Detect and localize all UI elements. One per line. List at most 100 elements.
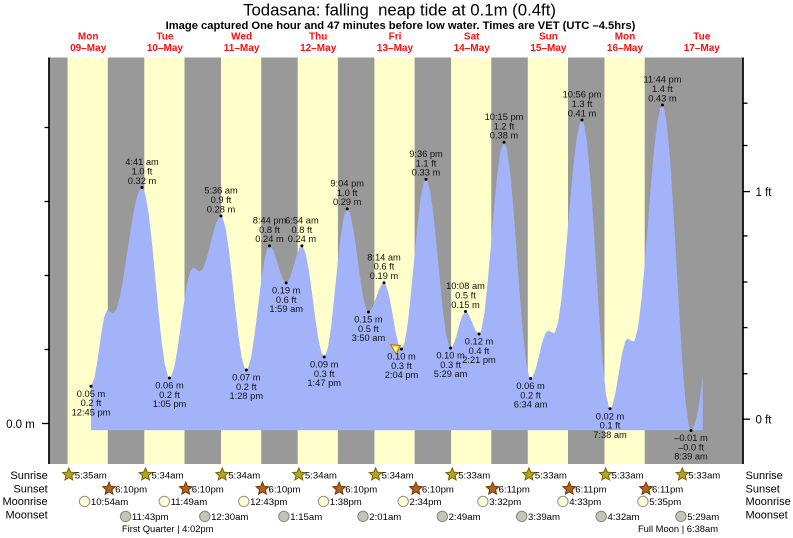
svg-text:8:14 am: 8:14 am (367, 252, 401, 262)
svg-text:14–May: 14–May (454, 43, 491, 54)
svg-text:2:04 pm: 2:04 pm (385, 370, 419, 380)
svg-text:Moonrise: Moonrise (2, 496, 47, 508)
svg-text:2:49am: 2:49am (449, 512, 481, 523)
svg-text:0.2 ft: 0.2 ft (159, 390, 180, 400)
svg-text:6:54 am: 6:54 am (285, 216, 319, 226)
svg-text:0.3 ft: 0.3 ft (391, 361, 412, 371)
svg-text:12:30am: 12:30am (211, 512, 248, 523)
svg-text:5:29am: 5:29am (687, 512, 719, 523)
svg-text:1:59 am: 1:59 am (269, 304, 303, 314)
svg-text:6:11pm: 6:11pm (575, 484, 606, 495)
svg-text:17–May: 17–May (684, 43, 721, 54)
svg-text:0.15 m: 0.15 m (451, 300, 480, 310)
svg-text:Moonset: Moonset (746, 510, 788, 522)
svg-text:15–May: 15–May (530, 43, 567, 54)
svg-text:Sunrise: Sunrise (746, 470, 783, 482)
svg-text:13–May: 13–May (377, 43, 414, 54)
svg-text:Sun: Sun (539, 32, 558, 43)
svg-text:0.10 m: 0.10 m (387, 352, 416, 362)
svg-text:0.1 ft: 0.1 ft (600, 421, 621, 431)
svg-text:0.19 m: 0.19 m (272, 286, 301, 296)
svg-text:10:08 am: 10:08 am (446, 281, 485, 291)
svg-text:0.06 m: 0.06 m (155, 381, 184, 391)
svg-text:6:34 am: 6:34 am (514, 400, 548, 410)
svg-text:0.32 m: 0.32 m (128, 176, 157, 186)
svg-text:10:56 pm: 10:56 pm (563, 90, 602, 100)
svg-text:1:15am: 1:15am (290, 512, 322, 523)
svg-text:0.12 m: 0.12 m (465, 337, 494, 347)
svg-text:1.0 ft: 1.0 ft (337, 188, 358, 198)
svg-text:3:39am: 3:39am (528, 512, 560, 523)
svg-text:0.6 ft: 0.6 ft (374, 262, 395, 272)
svg-text:Mon: Mon (78, 32, 99, 43)
svg-text:Sunset: Sunset (746, 483, 780, 495)
svg-text:8:44 pm: 8:44 pm (253, 216, 287, 226)
svg-text:11:49am: 11:49am (171, 497, 208, 508)
svg-text:0.29 m: 0.29 m (333, 197, 362, 207)
svg-text:12–May: 12–May (300, 43, 337, 54)
svg-text:0.05 m: 0.05 m (77, 389, 106, 399)
svg-text:0.19 m: 0.19 m (370, 271, 399, 281)
svg-text:0.38 m: 0.38 m (490, 131, 519, 141)
svg-text:4:41 am: 4:41 am (125, 157, 159, 167)
svg-text:0.3 ft: 0.3 ft (314, 369, 335, 379)
svg-text:–0.0 ft: –0.0 ft (678, 442, 704, 452)
svg-text:0.5 ft: 0.5 ft (358, 324, 379, 334)
svg-text:0.2 ft: 0.2 ft (81, 398, 102, 408)
svg-text:2:21 pm: 2:21 pm (462, 355, 496, 365)
svg-text:4:33pm: 4:33pm (569, 497, 601, 508)
svg-text:0.07 m: 0.07 m (232, 373, 261, 383)
svg-text:1:28 pm: 1:28 pm (230, 391, 264, 401)
svg-text:10:15 pm: 10:15 pm (485, 112, 524, 122)
svg-text:0.0 m: 0.0 m (6, 419, 35, 431)
svg-text:Thu: Thu (309, 32, 327, 43)
svg-text:Full Moon | 6:38am: Full Moon | 6:38am (638, 523, 718, 534)
svg-text:4:32am: 4:32am (608, 512, 640, 523)
svg-text:0.4 ft: 0.4 ft (469, 346, 490, 356)
svg-text:5:36 am: 5:36 am (204, 186, 238, 196)
svg-text:1.4 ft: 1.4 ft (652, 84, 673, 94)
svg-text:0.43 m: 0.43 m (648, 93, 677, 103)
svg-text:0 ft: 0 ft (756, 415, 773, 427)
svg-text:1 ft: 1 ft (756, 187, 773, 199)
svg-text:0.8 ft: 0.8 ft (259, 225, 280, 235)
svg-text:5:34am: 5:34am (305, 470, 337, 481)
svg-text:Moonrise: Moonrise (746, 496, 791, 508)
svg-text:0.10 m: 0.10 m (436, 351, 465, 361)
svg-text:Sunset: Sunset (13, 483, 47, 495)
svg-text:9:04 pm: 9:04 pm (330, 179, 364, 189)
svg-text:8:39 am: 8:39 am (674, 452, 708, 462)
svg-text:Sunrise: Sunrise (10, 470, 47, 482)
svg-text:9:36 pm: 9:36 pm (409, 149, 443, 159)
svg-text:Wed: Wed (231, 32, 252, 43)
svg-text:0.41 m: 0.41 m (568, 108, 597, 118)
svg-text:6:10pm: 6:10pm (192, 484, 224, 495)
svg-text:0.5 ft: 0.5 ft (455, 291, 476, 301)
svg-text:2:34pm: 2:34pm (410, 497, 442, 508)
svg-text:2:01am: 2:01am (369, 512, 401, 523)
svg-text:5:34am: 5:34am (152, 470, 184, 481)
svg-text:10:54am: 10:54am (91, 497, 128, 508)
svg-text:0.2 ft: 0.2 ft (236, 382, 257, 392)
svg-text:Moonset: Moonset (5, 510, 47, 522)
svg-text:6:10pm: 6:10pm (422, 484, 454, 495)
svg-text:Fri: Fri (389, 32, 402, 43)
svg-text:First Quarter | 4:02pm: First Quarter | 4:02pm (122, 523, 214, 534)
svg-text:1:47 pm: 1:47 pm (307, 378, 341, 388)
svg-text:16–May: 16–May (607, 43, 644, 54)
svg-text:5:33am: 5:33am (535, 470, 567, 481)
svg-text:0.09 m: 0.09 m (310, 360, 339, 370)
svg-text:0.33 m: 0.33 m (412, 168, 441, 178)
svg-text:0.8 ft: 0.8 ft (292, 225, 313, 235)
svg-text:1:38pm: 1:38pm (330, 497, 362, 508)
svg-text:6:10pm: 6:10pm (269, 484, 301, 495)
svg-text:09–May: 09–May (70, 43, 107, 54)
svg-text:11:43pm: 11:43pm (132, 512, 169, 523)
svg-text:Todasana: falling neap tide a: Todasana: falling neap tide at 0.1m (0.4… (243, 0, 556, 19)
svg-text:11–May: 11–May (224, 43, 260, 54)
svg-text:12:43pm: 12:43pm (250, 497, 287, 508)
svg-text:1.0 ft: 1.0 ft (132, 167, 153, 177)
svg-text:0.15 m: 0.15 m (354, 315, 383, 325)
svg-text:–0.01 m: –0.01 m (674, 433, 708, 443)
svg-text:5:34am: 5:34am (382, 470, 414, 481)
